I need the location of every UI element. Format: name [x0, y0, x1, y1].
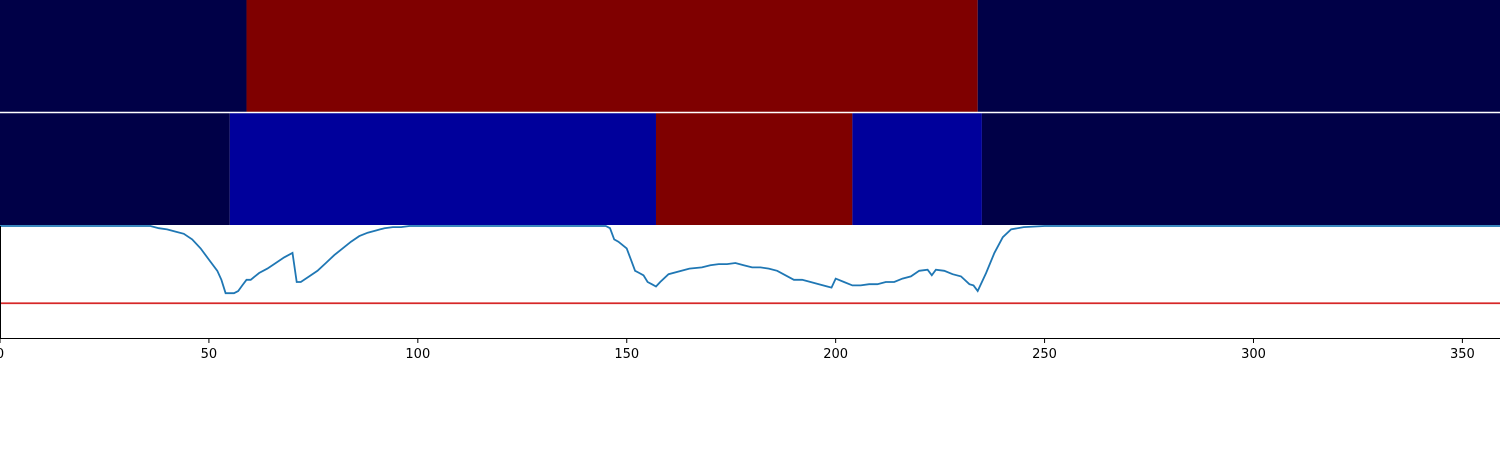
x-tick-label: 300 [1241, 347, 1266, 362]
x-tick-label: 200 [823, 347, 848, 362]
line-panel [0, 225, 1500, 339]
band-2-segment-4 [852, 113, 982, 225]
band-1-segment-3 [977, 0, 1500, 112]
x-tick-label: 250 [1032, 347, 1057, 362]
band-1-segment-2 [246, 0, 978, 112]
x-tick-label: 100 [405, 347, 430, 362]
band-2-segment-3 [655, 113, 853, 225]
heatmap-bands [0, 0, 1500, 225]
series-line [0, 225, 1500, 295]
x-tick-label: 50 [201, 347, 218, 362]
band-1-segment-1 [0, 0, 247, 112]
x-tick-label: 150 [614, 347, 639, 362]
band-2-segment-1 [0, 113, 230, 225]
band-2-segment-2 [229, 113, 656, 225]
x-axis: 0 50 100 150 200 250 300 350 [0, 338, 1475, 362]
band-2-segment-5 [981, 113, 1500, 225]
x-tick-label: 0 [0, 347, 4, 362]
x-tick-label: 350 [1450, 347, 1475, 362]
